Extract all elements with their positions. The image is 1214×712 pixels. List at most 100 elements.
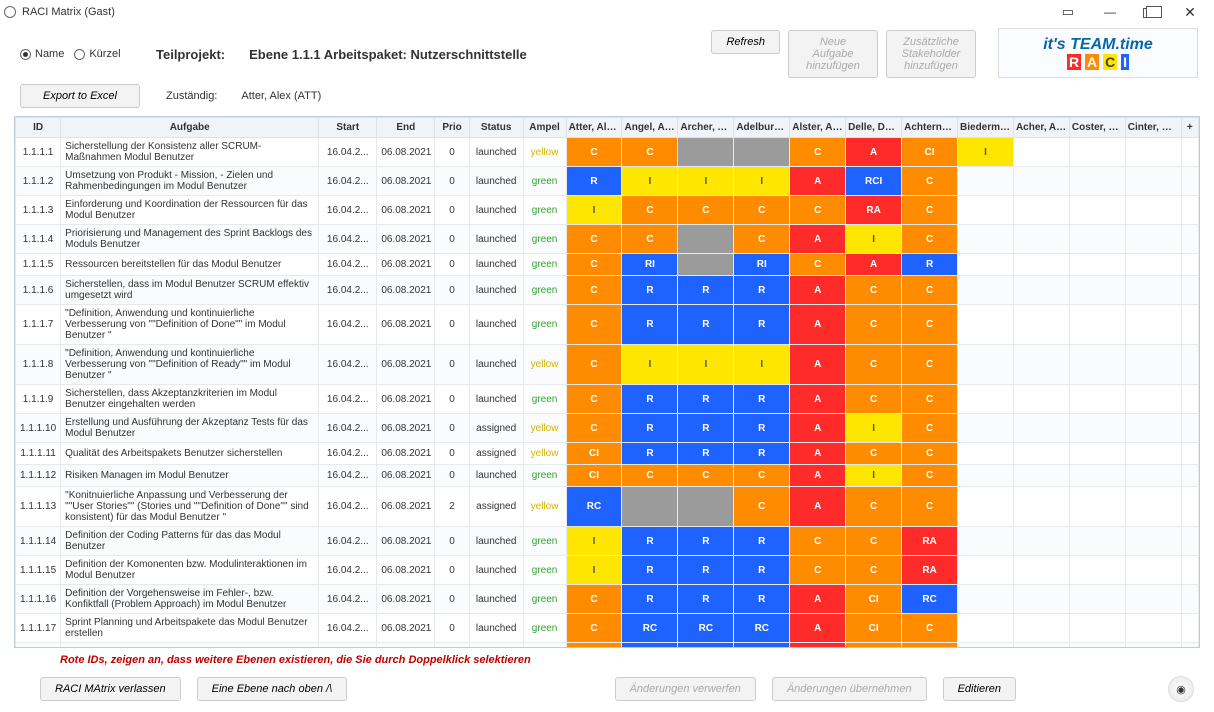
raci-cell[interactable] bbox=[958, 345, 1014, 385]
raci-cell[interactable] bbox=[1013, 167, 1069, 196]
raci-cell[interactable] bbox=[958, 276, 1014, 305]
raci-cell[interactable]: C bbox=[902, 643, 958, 649]
raci-cell[interactable]: I bbox=[846, 465, 902, 487]
raci-cell[interactable]: C bbox=[790, 556, 846, 585]
raci-cell[interactable]: C bbox=[846, 345, 902, 385]
raci-cell[interactable]: C bbox=[622, 465, 678, 487]
table-row[interactable]: 1.1.1.18Daily Scrum Meeting das Modul Be… bbox=[16, 643, 1199, 649]
person-header-5[interactable]: Delle, Doris... bbox=[846, 118, 902, 138]
raci-cell[interactable] bbox=[678, 225, 734, 254]
raci-cell[interactable] bbox=[678, 138, 734, 167]
raci-cell[interactable]: C bbox=[566, 254, 622, 276]
raci-cell[interactable] bbox=[1069, 276, 1125, 305]
table-row[interactable]: 1.1.1.8"Definition, Anwendung und kontin… bbox=[16, 345, 1199, 385]
raci-cell[interactable]: C bbox=[790, 196, 846, 225]
raci-cell[interactable]: C bbox=[902, 276, 958, 305]
raci-cell[interactable]: A bbox=[790, 225, 846, 254]
raci-cell[interactable]: R bbox=[622, 385, 678, 414]
raci-cell[interactable]: R bbox=[678, 527, 734, 556]
raci-cell[interactable] bbox=[1125, 254, 1181, 276]
raci-cell[interactable]: C bbox=[902, 414, 958, 443]
raci-cell[interactable] bbox=[1069, 345, 1125, 385]
table-row[interactable]: 1.1.1.2Umsetzung von Produkt - Mission, … bbox=[16, 167, 1199, 196]
table-row[interactable]: 1.1.1.12Risiken Managen im Modul Benutze… bbox=[16, 465, 1199, 487]
raci-cell[interactable]: CI bbox=[566, 443, 622, 465]
raci-cell[interactable] bbox=[1125, 345, 1181, 385]
raci-cell[interactable]: I bbox=[734, 345, 790, 385]
raci-cell[interactable]: C bbox=[846, 305, 902, 345]
raci-cell[interactable]: R bbox=[678, 585, 734, 614]
raci-cell[interactable] bbox=[1125, 614, 1181, 643]
raci-cell[interactable] bbox=[958, 305, 1014, 345]
raci-cell[interactable]: I bbox=[678, 345, 734, 385]
raci-cell[interactable]: C bbox=[902, 305, 958, 345]
table-row[interactable]: 1.1.1.14Definition der Coding Patterns f… bbox=[16, 527, 1199, 556]
raci-cell[interactable]: C bbox=[622, 225, 678, 254]
raci-cell[interactable] bbox=[1125, 527, 1181, 556]
raci-cell[interactable] bbox=[958, 167, 1014, 196]
table-row[interactable]: 1.1.1.17Sprint Planning und Arbeitspaket… bbox=[16, 614, 1199, 643]
raci-cell[interactable] bbox=[1125, 225, 1181, 254]
person-header-3[interactable]: Adelburg, ... bbox=[734, 118, 790, 138]
column-header-task[interactable]: Aufgabe bbox=[61, 118, 319, 138]
raci-cell[interactable]: R bbox=[622, 414, 678, 443]
raci-cell[interactable]: A bbox=[790, 465, 846, 487]
raci-cell[interactable] bbox=[1125, 138, 1181, 167]
raci-cell[interactable]: RC bbox=[566, 487, 622, 527]
raci-cell[interactable]: C bbox=[902, 487, 958, 527]
raci-cell[interactable] bbox=[1013, 414, 1069, 443]
raci-cell[interactable]: C bbox=[566, 385, 622, 414]
raci-cell[interactable]: RC bbox=[734, 614, 790, 643]
column-header-ampel[interactable]: Ampel bbox=[523, 118, 566, 138]
raci-cell[interactable]: A bbox=[790, 305, 846, 345]
raci-cell[interactable] bbox=[1069, 443, 1125, 465]
raci-grid[interactable]: IDAufgabeStartEndPrioStatusAmpelAtter, A… bbox=[14, 116, 1200, 648]
raci-cell[interactable]: A bbox=[790, 585, 846, 614]
raci-cell[interactable] bbox=[1069, 585, 1125, 614]
raci-cell[interactable]: I bbox=[622, 345, 678, 385]
export-excel-button[interactable]: Export to Excel bbox=[20, 84, 140, 108]
person-header-8[interactable]: Acher, Alen... bbox=[1013, 118, 1069, 138]
raci-cell[interactable]: RA bbox=[846, 196, 902, 225]
raci-cell[interactable]: CI bbox=[846, 614, 902, 643]
raci-cell[interactable]: RA bbox=[902, 527, 958, 556]
raci-cell[interactable]: A bbox=[790, 167, 846, 196]
raci-cell[interactable] bbox=[958, 225, 1014, 254]
raci-cell[interactable]: RA bbox=[902, 556, 958, 585]
raci-cell[interactable] bbox=[1125, 414, 1181, 443]
raci-cell[interactable] bbox=[1013, 385, 1069, 414]
raci-cell[interactable]: A bbox=[846, 254, 902, 276]
raci-cell[interactable] bbox=[1069, 196, 1125, 225]
minimize-button[interactable]: ― bbox=[1090, 2, 1130, 22]
raci-cell[interactable]: C bbox=[902, 385, 958, 414]
radio-name[interactable]: Name bbox=[20, 48, 64, 60]
raci-cell[interactable] bbox=[1069, 254, 1125, 276]
table-row[interactable]: 1.1.1.9Sicherstellen, dass Akzeptanzkrit… bbox=[16, 385, 1199, 414]
raci-cell[interactable]: R bbox=[622, 305, 678, 345]
person-header-2[interactable]: Archer, Ari ... bbox=[678, 118, 734, 138]
raci-cell[interactable]: RC bbox=[678, 614, 734, 643]
table-row[interactable]: 1.1.1.11Qualität des Arbeitspakets Benut… bbox=[16, 443, 1199, 465]
tablet-mode-icon[interactable]: ▭ bbox=[1062, 4, 1074, 20]
raci-cell[interactable] bbox=[678, 254, 734, 276]
raci-cell[interactable]: C bbox=[678, 196, 734, 225]
raci-cell[interactable]: I bbox=[734, 167, 790, 196]
raci-cell[interactable] bbox=[1069, 643, 1125, 649]
edit-button[interactable]: Editieren bbox=[943, 677, 1016, 701]
raci-cell[interactable] bbox=[1013, 225, 1069, 254]
raci-cell[interactable] bbox=[1013, 585, 1069, 614]
raci-cell[interactable] bbox=[1013, 254, 1069, 276]
table-row[interactable]: 1.1.1.15Definition der Komonenten bzw. M… bbox=[16, 556, 1199, 585]
raci-cell[interactable]: C bbox=[902, 443, 958, 465]
raci-cell[interactable]: A bbox=[790, 487, 846, 527]
raci-cell[interactable]: C bbox=[566, 614, 622, 643]
raci-cell[interactable]: R bbox=[734, 276, 790, 305]
raci-cell[interactable]: RC bbox=[902, 585, 958, 614]
raci-cell[interactable]: RCI bbox=[846, 167, 902, 196]
raci-cell[interactable] bbox=[958, 465, 1014, 487]
raci-cell[interactable]: I bbox=[566, 556, 622, 585]
raci-cell[interactable]: C bbox=[846, 556, 902, 585]
raci-cell[interactable]: R bbox=[622, 527, 678, 556]
raci-cell[interactable] bbox=[958, 196, 1014, 225]
table-row[interactable]: 1.1.1.3Einforderung und Koordination der… bbox=[16, 196, 1199, 225]
